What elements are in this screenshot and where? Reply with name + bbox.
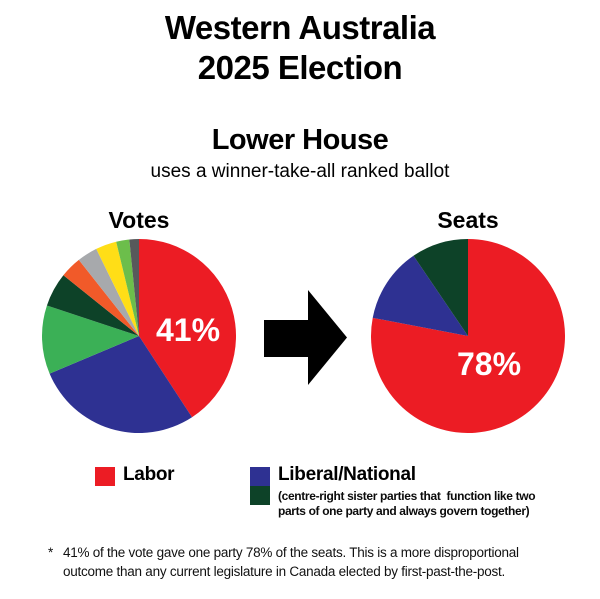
seats-pie-chart: 78% — [371, 239, 565, 433]
seats-pie-svg — [371, 239, 565, 433]
pie-slice-national-liberal-national — [413, 239, 468, 336]
legend-item-labor: Labor — [95, 464, 175, 486]
pie-slice-unlabeled-orange — [63, 259, 139, 336]
pie-slice-unlabeled-gray — [78, 248, 139, 336]
pie-slice-labor — [371, 239, 565, 433]
votes-to-seats-arrow — [264, 290, 347, 385]
legend-description: (centre-right sister parties that functi… — [278, 489, 536, 519]
footnote-text: 41% of the vote gave one party 78% of th… — [63, 543, 519, 581]
page-title-line2: 2025 Election — [197, 49, 403, 86]
footnote-line1: 41% of the vote gave one party 78% of th… — [63, 545, 519, 560]
footnote-line2: outcome than any current legislature in … — [63, 564, 505, 579]
pie-slice-liberal-liberal-national — [49, 336, 193, 433]
liberal-color-swatch — [250, 467, 270, 486]
pie-slice-liberal-liberal-national — [372, 255, 468, 336]
seats-chart-title: Seats — [437, 207, 499, 233]
legend-description-line2: parts of one party and always govern tog… — [278, 504, 530, 518]
votes-chart-title: Votes — [108, 207, 170, 233]
section-heading: Lower House uses a winner-take-all ranke… — [0, 124, 600, 187]
legend-item-liberal-national: Liberal/National (centre-right sister pa… — [250, 464, 536, 519]
page-title-line1: Western Australia — [164, 9, 436, 46]
seats-percent-label: 78% — [456, 346, 522, 382]
legend-label-liberal-national: Liberal/National — [278, 464, 416, 485]
pie-slice-unlabeled-light-green — [116, 239, 139, 336]
votes-pie-chart: 41% — [42, 239, 236, 433]
footnote-asterisk: * — [48, 545, 54, 560]
pie-slice-unlabeled-green — [42, 305, 139, 374]
votes-percent-label: 41% — [155, 312, 221, 348]
pie-slice-unlabeled-dark-gray — [129, 239, 139, 336]
votes-pie-svg — [42, 239, 236, 433]
pie-slice-unlabeled-yellow — [96, 241, 139, 336]
pie-slice-national-liberal-national — [46, 275, 139, 336]
national-color-swatch — [250, 486, 270, 505]
pie-slice-labor — [139, 239, 236, 418]
page-title: Western Australia 2025 Election — [0, 8, 600, 88]
lower-house-subtitle: uses a winner-take-all ranked ballot — [150, 161, 450, 182]
legend-label-labor: Labor — [123, 464, 175, 485]
arrow-right-icon — [264, 290, 347, 385]
labor-color-swatch — [95, 467, 115, 486]
lower-house-heading: Lower House — [211, 124, 389, 156]
footnote: * 41% of the vote gave one party 78% of … — [48, 543, 528, 581]
legend-description-line1: (centre-right sister parties that functi… — [278, 489, 536, 503]
